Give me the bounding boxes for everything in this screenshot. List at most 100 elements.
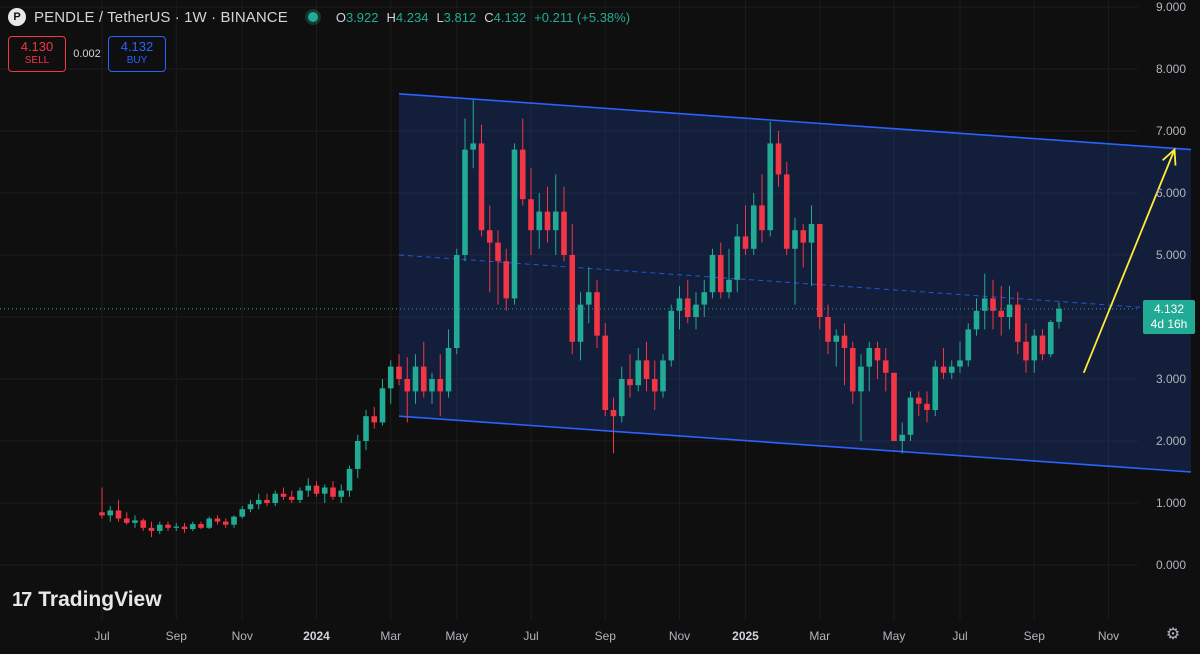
sell-price: 4.130 xyxy=(20,39,54,54)
candle-body xyxy=(841,335,848,348)
candle-body xyxy=(123,518,130,523)
candle xyxy=(561,186,567,262)
candle-body xyxy=(734,236,741,280)
sell-button[interactable]: 4.130 SELL xyxy=(8,36,66,72)
candle-body xyxy=(297,490,303,500)
candle xyxy=(453,248,460,355)
candle-body xyxy=(899,434,906,441)
candle xyxy=(569,224,576,355)
candle-body xyxy=(866,348,873,367)
candle xyxy=(998,286,1005,336)
price-tick-label: 8.000 xyxy=(1156,62,1186,76)
candle-body xyxy=(973,310,980,330)
candle xyxy=(313,481,320,497)
tradingview-logo[interactable]: 17 TradingView xyxy=(12,588,162,612)
candle-body xyxy=(437,379,444,392)
candle-body xyxy=(767,143,774,231)
time-tick-label: 2025 xyxy=(732,629,759,643)
candle-body xyxy=(115,510,122,519)
candle xyxy=(783,162,790,255)
candle xyxy=(156,521,163,534)
candle xyxy=(981,273,988,330)
candle xyxy=(437,354,444,417)
candle xyxy=(99,487,105,519)
candle-body xyxy=(148,527,155,531)
candle-body xyxy=(660,360,666,392)
market-open-icon xyxy=(307,12,318,22)
candle-body xyxy=(346,468,353,491)
candle-body xyxy=(247,504,254,510)
candle xyxy=(693,292,699,330)
candle-body xyxy=(503,261,510,299)
candle xyxy=(866,341,873,392)
last-price: 4.132 xyxy=(1153,302,1185,316)
candle-body xyxy=(445,348,452,392)
candle xyxy=(1023,323,1029,373)
candle-body xyxy=(495,242,501,262)
candle-body xyxy=(915,397,922,404)
buy-button[interactable]: 4.132 BUY xyxy=(108,36,166,72)
high-value: 4.234 xyxy=(395,9,429,25)
candle-body xyxy=(924,403,930,410)
candle xyxy=(594,279,600,348)
candle xyxy=(363,410,369,451)
candle xyxy=(882,348,889,392)
candle xyxy=(1047,320,1054,358)
candle xyxy=(511,143,518,305)
candle xyxy=(825,304,831,355)
candle xyxy=(338,484,345,503)
price-tick-label: 1.000 xyxy=(1156,496,1186,510)
settings-gear-icon[interactable]: ⚙ xyxy=(1165,626,1181,643)
candle xyxy=(231,515,237,528)
candle-body xyxy=(1023,341,1029,361)
candle xyxy=(924,391,930,423)
candle xyxy=(627,354,633,398)
candle xyxy=(1006,286,1013,330)
candle xyxy=(907,391,914,441)
overlays xyxy=(0,147,1177,374)
candle xyxy=(833,329,840,367)
candle-body xyxy=(858,366,864,392)
candle xyxy=(206,516,213,530)
candle-body xyxy=(891,372,897,441)
price-tick-label: 9.000 xyxy=(1156,0,1186,14)
price-tick-label: 3.000 xyxy=(1156,372,1186,386)
candles xyxy=(99,100,1062,538)
candle xyxy=(445,329,452,398)
candle-body xyxy=(231,516,237,525)
candle xyxy=(585,267,592,324)
candle xyxy=(297,487,303,503)
candle-body xyxy=(189,524,196,530)
candle-body xyxy=(709,255,716,293)
candle xyxy=(528,168,534,255)
candle xyxy=(874,341,881,379)
candle xyxy=(420,341,427,398)
candle xyxy=(222,518,229,528)
candle xyxy=(965,323,972,367)
candle-body xyxy=(173,526,180,528)
candle-body xyxy=(420,366,427,392)
candle-body xyxy=(552,211,559,231)
candle-body xyxy=(412,366,419,392)
candle-body xyxy=(511,149,518,299)
time-tick-label: Nov xyxy=(669,629,690,643)
candle-body xyxy=(470,143,477,150)
projection-arrow-line xyxy=(1082,149,1176,374)
candle-body xyxy=(965,329,972,361)
candle xyxy=(660,354,666,398)
candle-body xyxy=(932,366,939,410)
candle-body xyxy=(305,485,312,491)
candle-body xyxy=(940,366,947,373)
chart-header: P PENDLE / TetherUS · 1W · BINANCE O3.92… xyxy=(8,8,630,26)
candle-body xyxy=(280,493,287,497)
open-value: 3.922 xyxy=(345,9,379,25)
candle xyxy=(1056,302,1062,329)
candle-body xyxy=(948,366,955,373)
candle xyxy=(808,205,815,286)
time-axis: Jul Sep Nov 2024 Mar May Jul Sep Nov 2025 Mar May Ju… xyxy=(94,629,1119,643)
candle xyxy=(305,478,312,497)
symbol-title[interactable]: PENDLE / TetherUS · 1W · BINANCE xyxy=(34,8,288,26)
candle-body xyxy=(957,360,963,367)
candle xyxy=(288,490,295,503)
